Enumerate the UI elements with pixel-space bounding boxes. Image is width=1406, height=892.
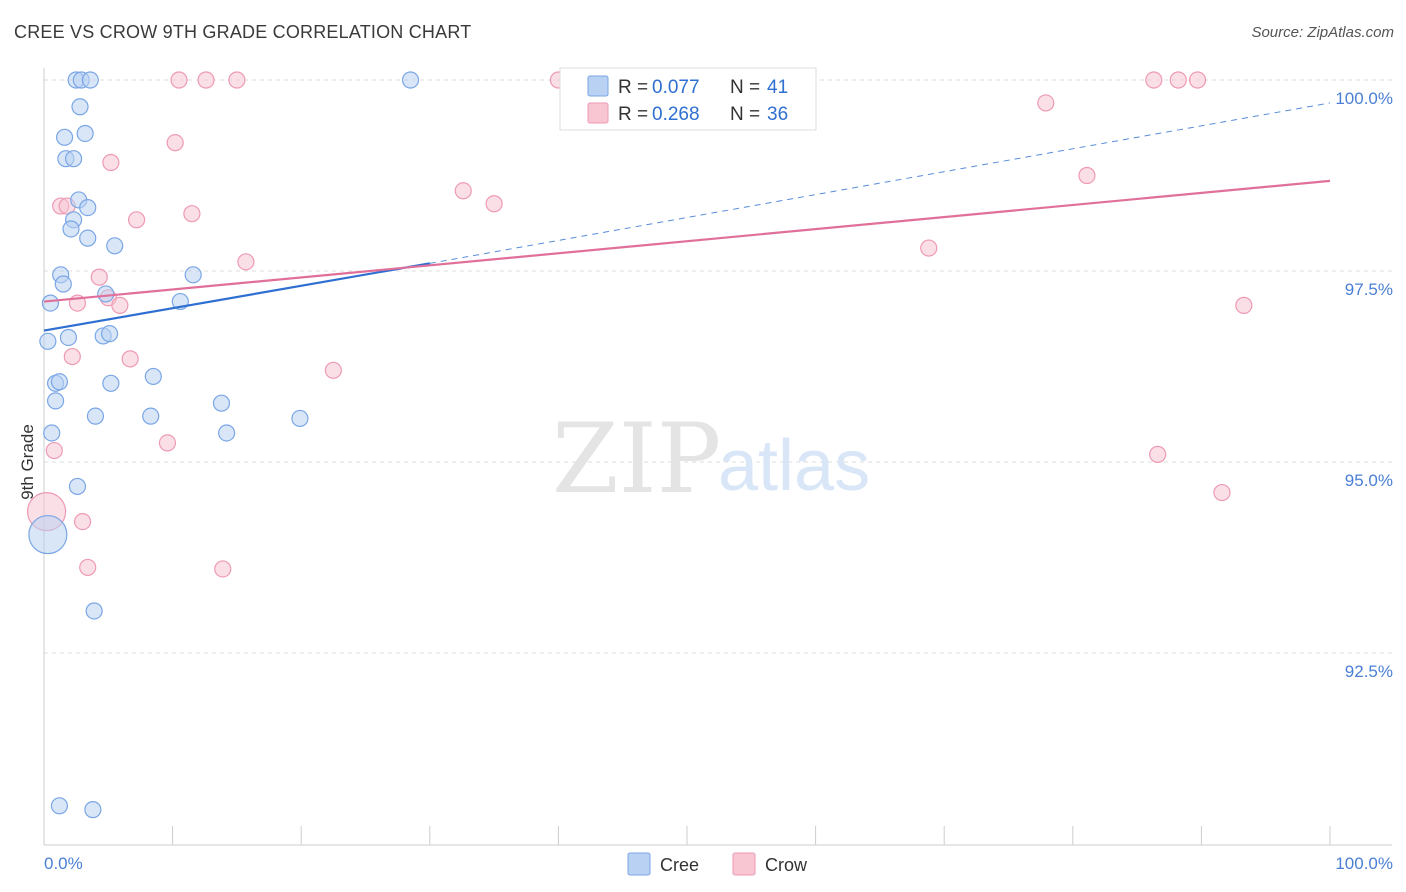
axis-layer: 100.0% 97.5% 95.0% 92.5% 0.0% 100.0% [43,68,1393,873]
cree-point [54,275,72,293]
crow-point [1145,71,1163,89]
watermark-atlas: atlas [718,426,870,506]
cree-point [291,409,309,428]
cree-legend-swatch [587,75,609,97]
crow-point [102,153,120,172]
cree-point [84,801,102,819]
y-tick-label: 95.0% [1345,471,1393,490]
series-legend: Cree Crow [627,852,808,876]
crow-point [1149,445,1167,463]
x-tick-label-start: 0.0% [44,854,83,873]
cree-point [62,220,80,238]
crow-point [1235,296,1253,314]
crow-point [170,71,188,89]
cree-point [76,124,94,143]
y-tick-label: 97.5% [1345,280,1393,299]
cree-point [50,373,69,391]
crow-point [1078,166,1096,185]
cree-series-swatch [627,852,651,876]
cree-point [184,266,202,284]
cree-point [85,602,103,620]
cree-trend-extension [429,102,1331,264]
cree-point [79,198,97,217]
cree-n-value: 41 [767,77,788,98]
cree-point [50,797,69,815]
cree-trend-line [43,262,430,332]
cree-n-label: N = [730,77,760,98]
points-layer [26,71,1253,819]
cree-point [102,374,120,392]
watermark-zip: ZIP [552,403,721,515]
crow-point [920,239,938,257]
crow-point [127,211,146,229]
crow-point [79,558,97,577]
cree-point [142,407,160,425]
cree-point [46,392,65,410]
cree-point [106,237,124,255]
crow-point [228,71,246,89]
crow-point [73,512,92,531]
crow-point [1037,94,1055,112]
crow-point [183,205,201,223]
crow-r-label: R = [618,104,648,125]
cree-point [86,407,105,425]
cree-point [64,150,83,168]
crow-point [454,182,472,200]
cree-series-label: Cree [660,855,699,875]
crow-point [197,71,215,89]
y-tick-label: 100.0% [1335,89,1393,108]
crow-n-label: N = [730,104,760,125]
cree-r-label: R = [618,77,648,98]
cree-point [97,285,115,303]
crow-series-swatch [732,852,756,876]
cree-point [100,325,119,343]
crow-trend-line [43,179,1331,303]
cree-point [81,71,99,89]
grid-layer [44,79,1392,654]
crow-point [158,434,177,452]
crow-legend-swatch [587,102,609,124]
y-axis-label: 9th Grade [18,424,37,500]
cree-point [41,294,60,312]
chart-title: CREE VS CROW 9TH GRADE CORRELATION CHART [14,22,472,42]
crow-point [45,441,63,460]
cree-point [71,98,89,116]
crow-point [90,268,108,286]
crow-point [121,350,139,368]
cree-point [218,424,236,442]
crow-series-label: Crow [765,855,808,875]
crow-point [1213,483,1231,502]
cree-point [39,332,57,350]
cree-point [79,229,97,247]
stats-legend: R = 0.077 N = 41 R = 0.268 N = 36 [559,67,817,131]
x-tick-label-end: 100.0% [1335,854,1393,873]
cree-point [59,328,78,347]
crow-r-value: 0.268 [652,104,700,125]
crow-point [237,253,255,271]
cree-point [55,128,74,146]
source-credit: Source: ZipAtlas.com [1251,24,1394,41]
crow-point [1169,71,1187,89]
trend-layer [43,102,1331,332]
cree-point [43,424,61,442]
crow-point [1188,71,1207,89]
crow-point [166,134,184,152]
y-tick-label: 92.5% [1345,662,1393,681]
crow-point [111,296,129,314]
crow-n-value: 36 [767,104,788,125]
cree-point [68,477,87,496]
crow-point [63,347,81,366]
crow-point [324,361,342,379]
cree-point [144,367,162,386]
cree-point [401,71,420,89]
cree-point [28,514,68,555]
cree-point [212,394,231,412]
crow-point [485,195,503,213]
cree-r-value: 0.077 [652,77,700,98]
crow-point [214,560,232,578]
